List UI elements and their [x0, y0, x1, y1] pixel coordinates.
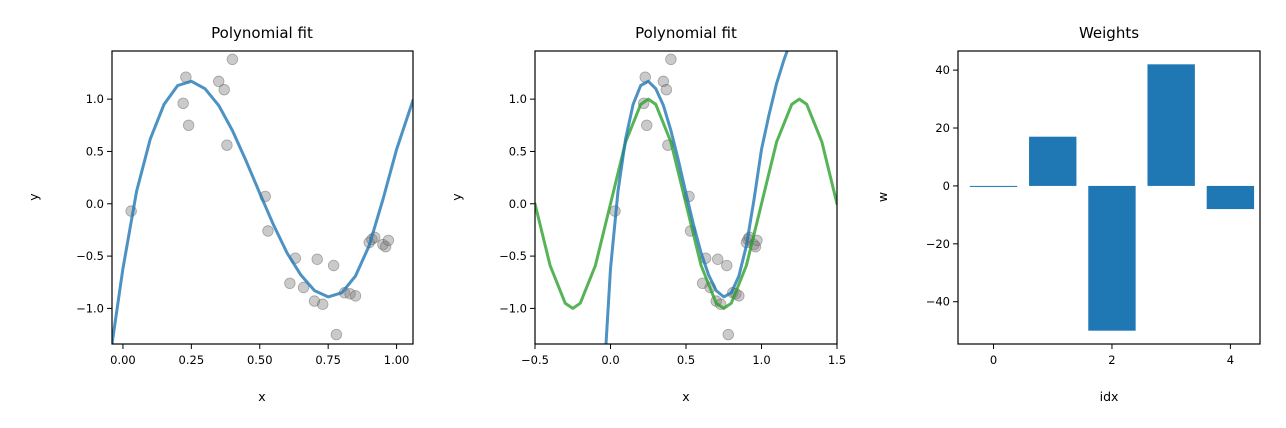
panel-weights: Weights idx w 0 2 4 −40 −20 0 20 40 — [875, 24, 1261, 404]
panel-3-plot-area — [953, 50, 1261, 349]
data-point — [379, 240, 392, 253]
true-curve-line — [535, 97, 837, 310]
fit-curve-line — [112, 79, 413, 344]
panel-polynomial-fit-1: Polynomial fit x y 0.00 0.25 0.50 0.75 1.00 … — [26, 24, 414, 404]
data-point — [722, 328, 734, 341]
data-point — [311, 253, 323, 265]
panel-3-marks — [969, 64, 1255, 331]
data-point — [221, 139, 233, 151]
data-point — [218, 84, 230, 96]
data-point — [349, 290, 362, 302]
y-tick-label: 0.0 — [509, 197, 527, 211]
y-tick-label: −40 — [926, 295, 950, 309]
data-point — [382, 234, 395, 247]
x-tick-label: 4 — [1227, 353, 1234, 367]
x-tick-label: 0.0 — [601, 353, 619, 367]
x-tick-label: 0.75 — [315, 353, 341, 367]
bar-idx-1 — [1029, 136, 1077, 186]
panel-2-ytick-labels: −1.0 −0.5 0.0 0.5 1.0 — [499, 92, 527, 315]
y-tick-label: 1.0 — [509, 92, 527, 106]
x-tick-label: 1.0 — [752, 353, 770, 367]
panel-2-xlabel: x — [682, 389, 689, 404]
data-point — [308, 295, 321, 307]
y-tick-label: 0.5 — [86, 144, 104, 158]
panel-1-ylabel: y — [26, 193, 41, 201]
data-point — [712, 253, 724, 265]
data-point — [657, 75, 670, 88]
x-tick-label: 0 — [990, 353, 997, 367]
panel-2-plot-area — [530, 50, 838, 349]
data-point — [182, 119, 195, 131]
x-tick-label: 1.5 — [828, 353, 846, 367]
data-point — [297, 281, 310, 294]
bar-idx-2 — [1088, 185, 1136, 331]
data-point — [262, 225, 274, 237]
data-point — [721, 259, 733, 272]
panel-2-title: Polynomial fit — [635, 24, 737, 42]
data-point — [660, 84, 673, 96]
data-point — [665, 53, 677, 66]
panel-3-title: Weights — [1079, 24, 1139, 42]
data-point — [284, 277, 296, 290]
y-tick-label: 0.0 — [86, 197, 104, 211]
panel-1-xtick-labels: 0.00 0.25 0.50 0.75 1.00 — [110, 353, 409, 367]
y-tick-label: −0.5 — [499, 249, 527, 263]
panel-3-xlabel: idx — [1100, 389, 1119, 404]
bar-idx-3 — [1147, 64, 1195, 186]
data-point — [327, 259, 340, 272]
y-tick-label: 1.0 — [86, 92, 104, 106]
panel-2-xtick-labels: −0.5 0.0 0.5 1.0 1.5 — [521, 353, 846, 367]
x-tick-label: 0.5 — [677, 353, 695, 367]
x-tick-label: 1.00 — [384, 353, 410, 367]
panel-2-ylabel: y — [449, 193, 464, 201]
y-tick-label: −0.5 — [76, 249, 104, 263]
data-point — [226, 53, 239, 66]
fit-curve-line — [604, 51, 789, 344]
data-point — [377, 238, 389, 251]
bar-idx-0 — [969, 185, 1018, 187]
y-tick-label: 0 — [943, 179, 950, 193]
y-tick-label: −1.0 — [499, 301, 527, 315]
x-tick-label: 0.50 — [247, 353, 273, 367]
y-tick-label: 20 — [935, 121, 950, 135]
panel-1-title: Polynomial fit — [211, 24, 313, 42]
x-tick-label: −0.5 — [521, 353, 549, 367]
panel-3-frame — [957, 50, 1261, 345]
panel-1-marks — [112, 53, 413, 344]
panel-1-plot-area — [107, 50, 414, 349]
y-tick-label: 0.5 — [509, 144, 527, 158]
data-point — [641, 119, 653, 131]
bar-idx-4 — [1206, 185, 1255, 210]
x-tick-label: 2 — [1108, 353, 1115, 367]
y-tick-label: −1.0 — [76, 301, 104, 315]
data-point — [213, 75, 225, 88]
data-point — [330, 328, 343, 341]
y-tick-label: −20 — [926, 237, 950, 251]
data-point — [317, 298, 329, 310]
x-tick-label: 0.25 — [179, 353, 205, 367]
panel-polynomial-fit-2: Polynomial fit x y −0.5 0.0 0.5 1.0 1.5 −1.0… — [449, 24, 846, 404]
data-point — [344, 288, 356, 300]
panel-1-ytick-labels: −1.0 −0.5 0.0 0.5 1.0 — [76, 92, 104, 315]
panel-2-marks — [535, 51, 837, 344]
panel-1-xlabel: x — [258, 389, 265, 404]
panel-3-xtick-labels: 0 2 4 — [990, 353, 1234, 367]
y-tick-label: 40 — [935, 63, 950, 77]
panel-3-ylabel: w — [875, 192, 890, 202]
data-point — [177, 97, 189, 110]
panel-3-ytick-labels: −40 −20 0 20 40 — [926, 63, 950, 309]
panel-1-frame — [111, 50, 414, 345]
x-tick-label: 0.00 — [110, 353, 136, 367]
